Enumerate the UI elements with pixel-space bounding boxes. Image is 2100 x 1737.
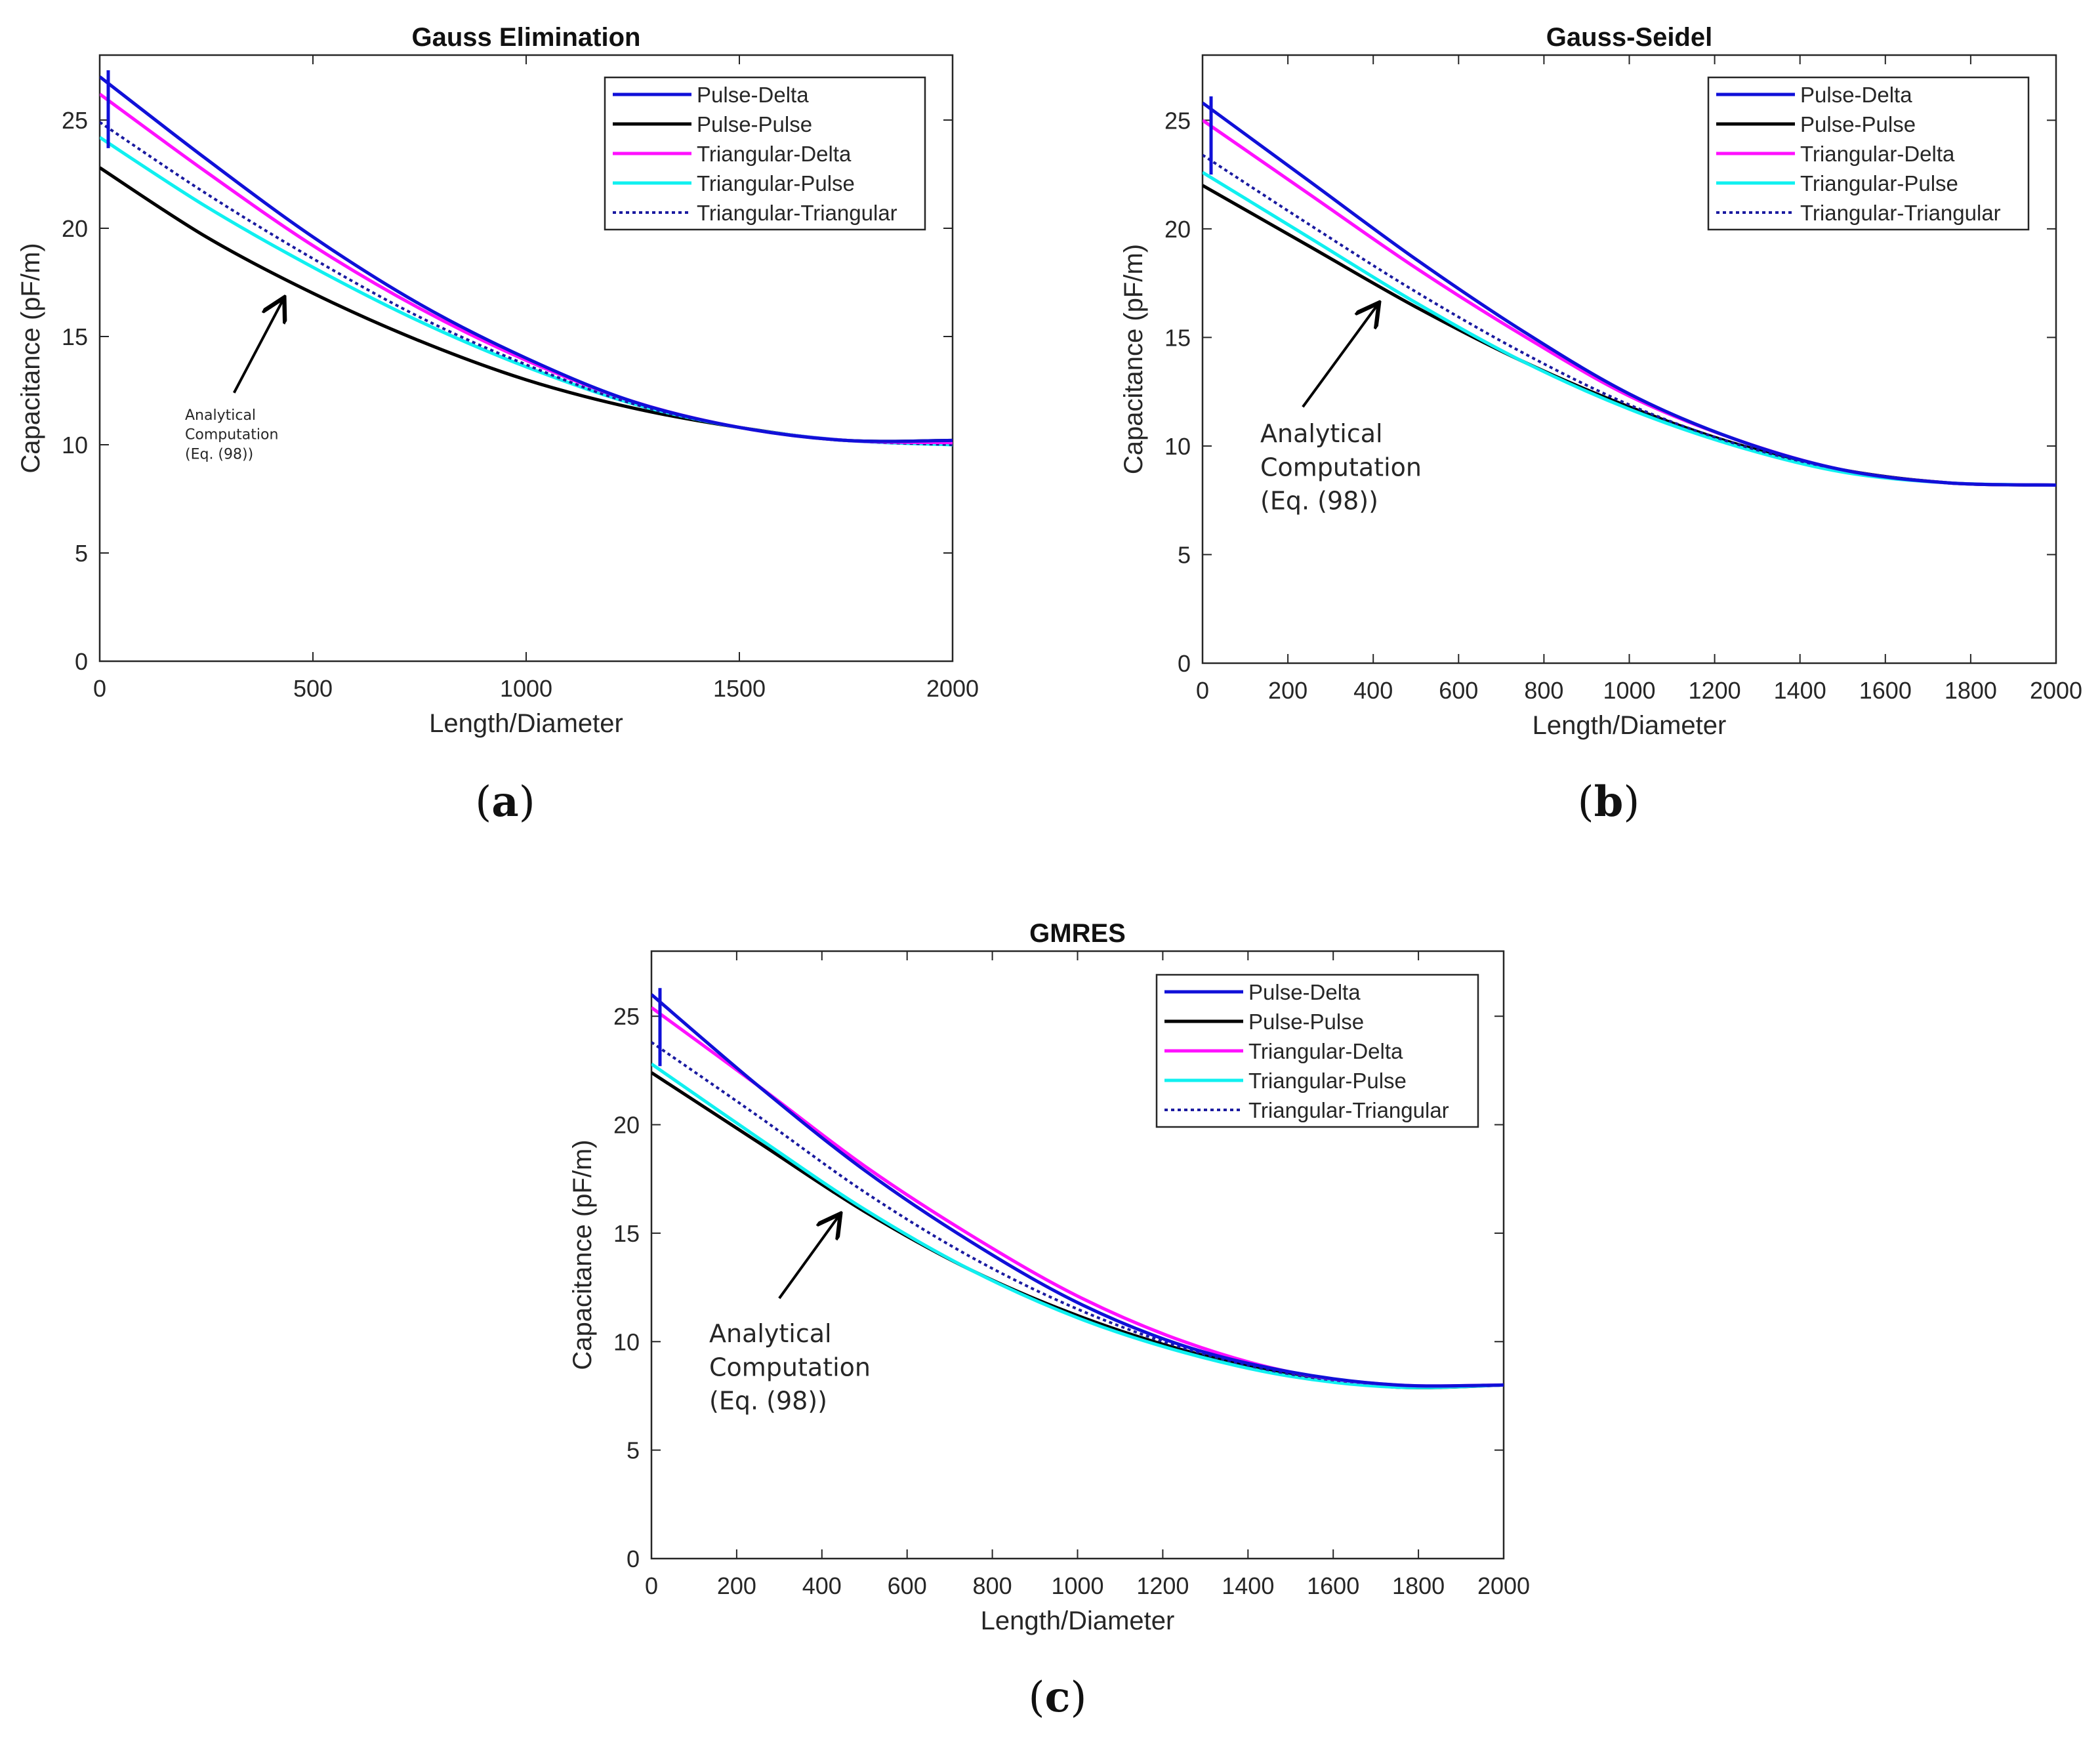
legend-entry: Triangular-Delta [697, 142, 852, 166]
x-tick-label: 2000 [2030, 677, 2082, 704]
x-tick-label: 2000 [1477, 1572, 1530, 1599]
legend-entry: Triangular-Triangular [1248, 1098, 1449, 1122]
series-line-triangular-pulse [651, 1062, 1504, 1389]
x-tick-label: 0 [93, 675, 106, 702]
y-tick-label: 10 [613, 1328, 640, 1355]
x-axis-label: Length/Diameter [1533, 711, 1727, 740]
x-axis-label: Length/Diameter [981, 1606, 1175, 1635]
x-tick-label: 1800 [1945, 677, 1997, 704]
annotation-text: Analytical [709, 1319, 832, 1348]
x-tick-label: 1500 [713, 675, 766, 702]
x-tick-label: 400 [802, 1572, 842, 1599]
x-tick-label: 600 [888, 1572, 927, 1599]
legend-entry: Pulse-Pulse [1800, 112, 1916, 136]
annotation-text: (Eq. (98)) [185, 446, 253, 462]
annotation-text: Computation [709, 1353, 871, 1381]
y-tick-label: 10 [1164, 433, 1191, 460]
annotation-text: Computation [185, 427, 278, 443]
x-tick-label: 1600 [1307, 1572, 1359, 1599]
x-tick-label: 1800 [1392, 1572, 1445, 1599]
caption-c: (c) [1028, 1673, 1087, 1722]
legend-entry: Triangular-Delta [1248, 1039, 1403, 1063]
y-tick-label: 20 [1164, 216, 1191, 243]
annotation-text: (Eq. (98)) [1260, 487, 1378, 516]
x-tick-label: 400 [1353, 677, 1393, 704]
legend-entry: Pulse-Pulse [697, 112, 812, 136]
y-tick-label: 5 [75, 540, 88, 567]
x-tick-label: 1400 [1774, 677, 1826, 704]
chart-panel-2: 0 200 400 600 800 1000 1200 1400 1600 1800 2000 0 5 1… [568, 919, 1530, 1635]
annotation-text: Computation [1260, 453, 1422, 481]
x-tick-label: 200 [1268, 677, 1307, 704]
chart-title: GMRES [1029, 919, 1126, 948]
y-tick-label: 25 [613, 1003, 640, 1030]
annotation-text: (Eq. (98)) [709, 1387, 827, 1416]
y-axis-label: Capacitance (pF/m) [1119, 244, 1148, 474]
y-tick-label: 10 [62, 432, 88, 459]
y-tick-label: 15 [62, 323, 88, 350]
y-tick-label: 5 [627, 1437, 640, 1464]
legend-entry: Pulse-Delta [1248, 980, 1361, 1004]
legend-entry: Pulse-Pulse [1248, 1010, 1364, 1034]
y-tick-label: 15 [1164, 324, 1191, 351]
chart-title: Gauss-Seidel [1546, 23, 1712, 52]
legend-entry: Triangular-Pulse [1800, 171, 1958, 195]
chart-title: Gauss Elimination [412, 23, 641, 52]
x-tick-label: 1000 [1051, 1572, 1103, 1599]
caption-b: (b) [1577, 777, 1640, 827]
x-tick-label: 0 [645, 1572, 658, 1599]
x-tick-label: 200 [717, 1572, 756, 1599]
x-tick-label: 600 [1439, 677, 1478, 704]
chart-panel-1: 0 200 400 600 800 1000 1200 1400 1600 1800 2000 0 5 1… [1119, 23, 2082, 740]
legend-entry: Pulse-Delta [697, 83, 809, 107]
x-axis-label: Length/Diameter [429, 709, 623, 738]
legend-entry: Triangular-Delta [1800, 142, 1955, 166]
y-tick-label: 5 [1178, 541, 1191, 568]
legend-entry: Triangular-Triangular [697, 201, 897, 225]
series-line-pulse-delta [1203, 101, 2056, 487]
y-tick-label: 20 [62, 215, 88, 242]
x-tick-label: 1200 [1136, 1572, 1189, 1599]
chart-panel-0: 0 500 1000 1500 2000 0 5 10 15 20 25 Gauss Eliminat… [16, 23, 979, 738]
x-tick-label: 0 [1196, 677, 1209, 704]
annotation-text: Analytical [185, 407, 256, 424]
series-line-pulse-delta [651, 993, 1504, 1388]
series-line-pulse-delta [100, 75, 953, 443]
y-tick-label: 20 [613, 1112, 640, 1139]
caption-a: (a) [475, 777, 535, 827]
annotation-arrow [778, 1216, 839, 1299]
y-tick-label: 25 [62, 107, 88, 134]
y-tick-label: 15 [613, 1220, 640, 1247]
x-tick-label: 1000 [500, 675, 552, 702]
x-tick-label: 800 [1524, 677, 1563, 704]
y-tick-label: 25 [1164, 107, 1191, 134]
annotation-text: Analytical [1260, 419, 1383, 448]
x-tick-label: 1000 [1603, 677, 1655, 704]
legend-entry: Triangular-Pulse [1248, 1069, 1407, 1093]
x-tick-label: 2000 [926, 675, 979, 702]
annotation-arrow [1302, 305, 1378, 408]
y-tick-label: 0 [75, 648, 88, 675]
x-tick-label: 500 [293, 675, 333, 702]
x-tick-label: 800 [973, 1572, 1012, 1599]
y-tick-label: 0 [627, 1545, 640, 1572]
annotation-arrow [232, 300, 283, 394]
y-axis-label: Capacitance (pF/m) [568, 1139, 597, 1370]
legend-entry: Triangular-Pulse [697, 171, 855, 195]
y-tick-label: 0 [1178, 650, 1191, 677]
x-tick-label: 1200 [1689, 677, 1741, 704]
legend-entry: Triangular-Triangular [1800, 201, 2001, 225]
legend-entry: Pulse-Delta [1800, 83, 1912, 107]
x-tick-label: 1600 [1859, 677, 1912, 704]
x-tick-label: 1400 [1222, 1572, 1274, 1599]
y-axis-label: Capacitance (pF/m) [16, 243, 45, 473]
